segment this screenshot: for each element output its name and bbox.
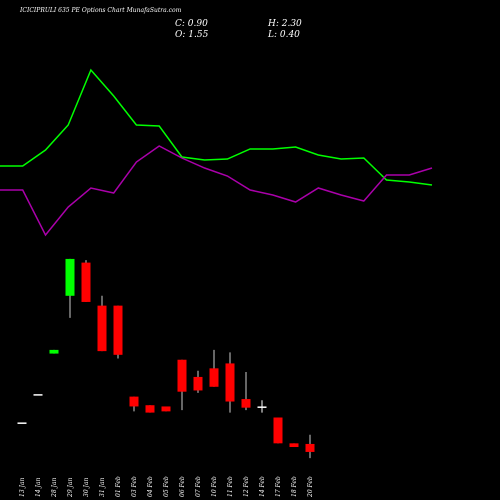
candle-body <box>33 394 43 396</box>
x-tick-label: 05 Feb <box>163 476 170 497</box>
candle-body <box>193 376 203 391</box>
x-tick-label: 20 Feb <box>307 476 314 498</box>
x-tick-label: 10 Feb <box>211 476 218 497</box>
x-tick-label: 28 Jan <box>51 477 58 498</box>
summary-low: L: 0.40 <box>267 30 300 40</box>
x-tick-label: 13 Jan <box>19 477 26 497</box>
x-tick-label: 31 Jan <box>99 477 106 497</box>
candle-body <box>49 349 59 354</box>
candle-body <box>113 305 123 355</box>
x-tick-label: 29 Jan <box>67 477 74 498</box>
x-tick-label: 30 Jan <box>83 477 90 497</box>
candle-body <box>145 405 155 413</box>
candle-body <box>257 406 267 408</box>
x-tick-label: 14 Feb <box>259 476 266 497</box>
candle-body <box>305 443 315 452</box>
candle-body <box>241 399 251 408</box>
candle-body <box>17 422 27 424</box>
candle-body <box>161 406 171 412</box>
candle-body <box>225 363 235 402</box>
x-tick-label: 04 Feb <box>147 476 154 497</box>
candle-body <box>209 368 219 387</box>
x-tick-label: 12 Feb <box>243 476 250 497</box>
summary-close: C: 0.90 <box>175 19 208 29</box>
x-tick-label: 11 Feb <box>227 476 234 497</box>
x-tick-label: 14 Jan <box>35 477 42 497</box>
x-tick-label: 17 Feb <box>275 476 282 497</box>
candle-body <box>65 258 75 296</box>
chart-title: ICICIPRULI 635 PE Options Chart MunafaSu… <box>19 7 182 14</box>
indicator-line <box>0 68 433 186</box>
x-tick-label: 01 Feb <box>115 476 122 497</box>
candle-body <box>81 262 91 302</box>
indicator-line <box>0 145 433 237</box>
summary-high: H: 2.30 <box>267 19 302 29</box>
candle-body <box>97 305 107 352</box>
x-tick-label: 03 Feb <box>131 476 138 497</box>
candle-body <box>273 417 283 444</box>
candle-body <box>177 359 187 392</box>
candle-body <box>289 443 299 448</box>
x-tick-label: 18 Feb <box>291 476 298 497</box>
candle-body <box>129 396 139 407</box>
x-tick-label: 06 Feb <box>179 476 186 497</box>
summary-open: O: 1.55 <box>175 30 209 40</box>
x-tick-label: 07 Feb <box>195 476 202 497</box>
